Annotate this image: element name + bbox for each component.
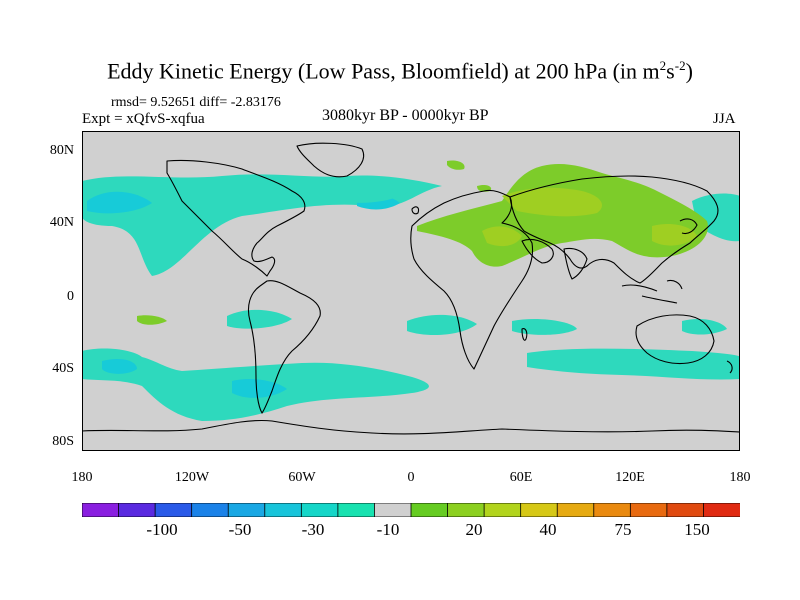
colorbar-segment [520, 503, 559, 517]
x-tick-label-180e: 180 [729, 470, 751, 485]
contour-north-atlantic-2 [322, 180, 412, 203]
coastline-new-zealand [726, 360, 733, 374]
colorbar-label-150: 150 [684, 520, 710, 539]
colorbar-segment [703, 503, 740, 517]
y-tick-label-0: 0 [67, 289, 74, 304]
contour-south-pacific-mid [227, 309, 292, 329]
coastline-south-america [247, 280, 321, 414]
colorbar-segment [118, 503, 157, 517]
colorbar-label-neg10: -10 [376, 520, 400, 539]
colorbar-segment [191, 503, 230, 517]
colorbar-label-neg100: -100 [146, 520, 178, 539]
colorbar-label-neg30: -30 [301, 520, 325, 539]
contour-indian-ocean [512, 318, 577, 335]
world-map-panel [82, 131, 740, 451]
colorbar-segment [337, 503, 376, 517]
colorbar-segment [410, 503, 449, 517]
y-tick-label-80n: 80N [49, 143, 74, 158]
coastline-madagascar [521, 328, 528, 341]
colorbar-segment [227, 503, 266, 517]
colorbar-segment [666, 503, 705, 517]
plot-title: Eddy Kinetic Energy (Low Pass, Bloomfiel… [107, 58, 693, 84]
colorbar-segment [593, 503, 632, 517]
coastline-asia [509, 175, 719, 284]
contour-central-asia [502, 187, 602, 217]
colorbar-segment [82, 503, 120, 517]
coastline-japan [679, 218, 698, 235]
contour-north-atlantic-green [447, 160, 465, 170]
colorbar-segment [629, 503, 668, 517]
period-label: 3080kyr BP - 0000kyr BP [322, 107, 489, 124]
colorbar-segment [154, 503, 193, 517]
coastline-australia [635, 314, 715, 365]
y-tick-label-40n: 40N [49, 215, 74, 230]
coastlines [82, 142, 740, 435]
colorbar-segment [374, 503, 412, 517]
coastline-indonesia [621, 279, 683, 304]
colorbar-label-neg50: -50 [228, 520, 252, 539]
coastline-europe-africa [410, 189, 534, 370]
y-tick-label-80s: 80S [52, 434, 74, 449]
contour-southern-pacific-east [682, 318, 727, 335]
colorbar-segment [483, 503, 522, 517]
contour-south-pacific-green [137, 315, 167, 325]
contour-south-america-south [232, 378, 287, 398]
x-tick-label-60e: 60E [509, 470, 533, 485]
contour-east-asia [652, 224, 697, 246]
colorbar-label-75: 75 [614, 520, 632, 539]
season-label: JJA [713, 111, 736, 127]
colorbar-segment [556, 503, 595, 517]
coastline-india [563, 247, 588, 280]
colorbar-label-20: 20 [465, 520, 483, 539]
y-tick-label-40s: 40S [52, 361, 74, 376]
colorbar-segment [447, 503, 486, 517]
coastline-antarctica [82, 419, 740, 435]
x-tick-label-0: 0 [407, 470, 415, 485]
contour-southern-band-dark [102, 358, 137, 374]
coastline-arabia [521, 238, 554, 264]
contour-southern-indian [527, 348, 740, 380]
experiment-label: Expt = xQfvS-xqfua [82, 111, 205, 127]
colorbar-segment [264, 503, 303, 517]
rmsd-diff-text: rmsd= 9.52651 diff= -2.83176 [111, 95, 281, 110]
coastline-british-isles [411, 206, 420, 215]
map-frame [82, 131, 740, 451]
x-tick-label-180w: 180 [71, 470, 93, 485]
contour-north-pacific [87, 191, 152, 214]
contour-middle-east [482, 226, 522, 247]
x-tick-label-60w: 60W [288, 470, 316, 485]
x-tick-label-120e: 120E [615, 470, 645, 485]
coastline-north-america [166, 159, 306, 277]
colorbar [82, 503, 740, 517]
colorbar-label-40: 40 [539, 520, 557, 539]
colorbar-segment [300, 503, 339, 517]
positive-anomaly-contours [137, 160, 708, 325]
coastline-greenland [296, 142, 365, 178]
x-tick-label-120w: 120W [174, 470, 210, 485]
